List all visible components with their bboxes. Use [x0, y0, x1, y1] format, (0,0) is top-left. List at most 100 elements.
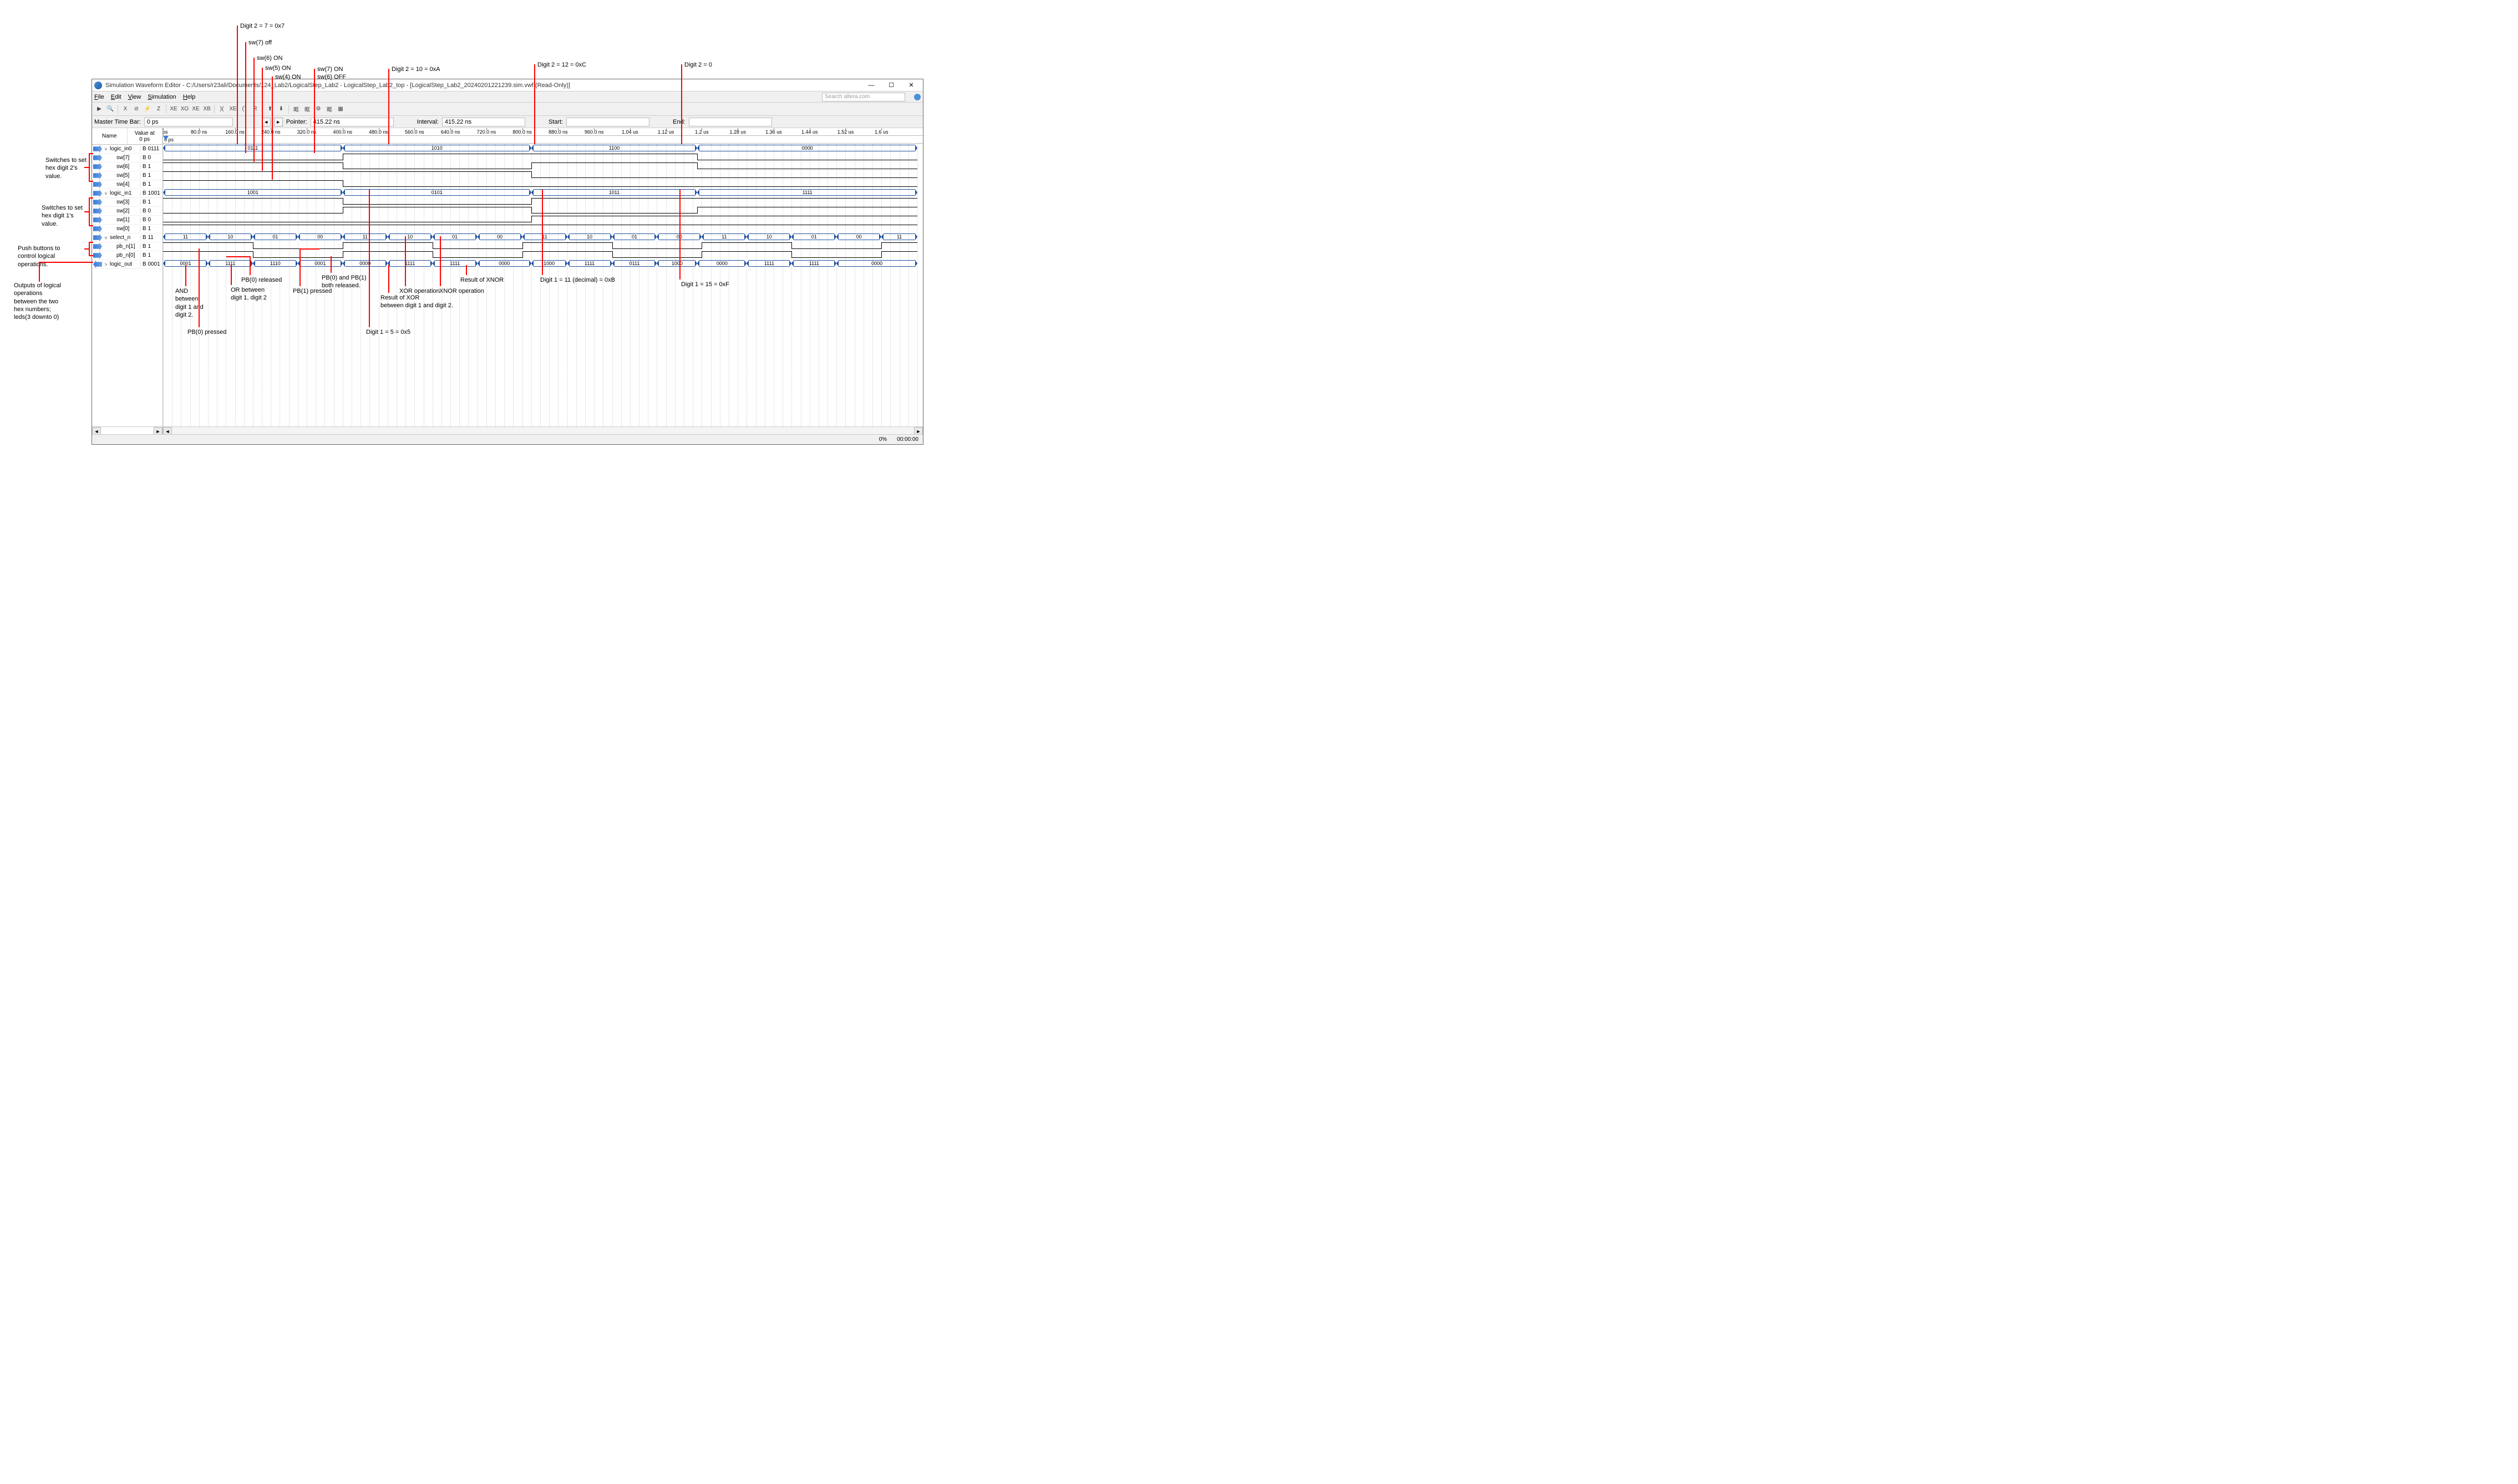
- toolbar-button[interactable]: ▦: [336, 104, 346, 114]
- signal-row[interactable]: sw[6] B 1: [92, 162, 163, 171]
- toolbar-button[interactable]: XB: [202, 104, 212, 114]
- annotation-label: sw(4) ON: [275, 73, 301, 81]
- signal-dir-icon: [93, 261, 102, 268]
- bus-value: 00: [836, 233, 881, 240]
- menu-simulation[interactable]: Simulation: [148, 94, 176, 100]
- toolbar-button[interactable]: 眶: [302, 104, 312, 114]
- signal-row[interactable]: sw[2] B 0: [92, 207, 163, 216]
- signal-name: pb_n[0]: [109, 252, 140, 258]
- search-input[interactable]: Search altera.com: [822, 93, 905, 101]
- signal-dir-icon: [93, 234, 102, 242]
- signal-name: select_n: [109, 235, 140, 241]
- annotation-label: sw(7) ON: [317, 65, 343, 73]
- bus-value: 1100: [531, 145, 698, 151]
- end-input[interactable]: [689, 118, 772, 126]
- signal-row[interactable]: sw[7] B 0: [92, 154, 163, 162]
- status-percent: 0%: [879, 436, 887, 443]
- bus-value: 1001: [163, 189, 343, 196]
- toolbar-button[interactable]: XE: [191, 104, 201, 114]
- signal-row[interactable]: sw[1] B 0: [92, 216, 163, 225]
- pointer-input[interactable]: [311, 118, 394, 126]
- bus-value: 1111: [388, 260, 433, 267]
- bus-value: 1011: [531, 189, 698, 196]
- toolbar-button[interactable]: ⬇: [276, 104, 286, 114]
- toolbar-button[interactable]: 眶: [291, 104, 301, 114]
- signal-name: sw[5]: [109, 172, 140, 179]
- toolbar-button[interactable]: ▶: [94, 104, 104, 114]
- bus-value: 01: [433, 233, 478, 240]
- menu-view[interactable]: View: [128, 94, 141, 100]
- signal-row[interactable]: sw[5] B 1: [92, 171, 163, 180]
- toolbar-button[interactable]: R: [250, 104, 260, 114]
- bus-value: 0000: [836, 260, 917, 267]
- signal-row[interactable]: sw[0] B 1: [92, 225, 163, 233]
- annotation-label: XNOR operation: [439, 287, 484, 295]
- signal-value: B 1001: [140, 190, 163, 196]
- status-time: 00:00:00: [897, 436, 918, 443]
- toolbar-button[interactable]: ⊘: [131, 104, 141, 114]
- bus-value: 01: [253, 233, 298, 240]
- nav-next-button[interactable]: ►: [274, 118, 283, 126]
- toolbar-button[interactable]: X: [120, 104, 130, 114]
- time-tick-label: 560.0 ns: [405, 129, 424, 135]
- bus-value: 00: [478, 233, 522, 240]
- menu-edit[interactable]: Edit: [111, 94, 121, 100]
- toolbar-button[interactable]: XE: [169, 104, 179, 114]
- annotation-label: PB(0) pressed: [187, 328, 226, 336]
- search-go-icon[interactable]: [914, 94, 921, 100]
- status-bar: 0% 00:00:00: [92, 434, 923, 444]
- time-tick-label: 1.04 us: [622, 129, 638, 135]
- menu-help[interactable]: Help: [183, 94, 196, 100]
- titlebar: Simulation Waveform Editor - C:/Users/r2…: [92, 79, 923, 92]
- signal-row[interactable]: ˅ logic_in1 B 1001: [92, 189, 163, 198]
- signal-dir-icon: [93, 216, 102, 224]
- signal-dir-icon: [93, 181, 102, 189]
- toolbar-button[interactable]: (‾: [239, 104, 249, 114]
- annotation-label: Digit 1 = 5 = 0x5: [366, 328, 410, 336]
- signal-name: sw[6]: [109, 164, 140, 170]
- time-tick-label: 640.0 ns: [441, 129, 460, 135]
- toolbar-button[interactable]: 眶: [324, 104, 334, 114]
- toolbar-button[interactable]: ⚡: [143, 104, 153, 114]
- time-tick-label: 400.0 ns: [333, 129, 353, 135]
- minimize-button[interactable]: —: [862, 80, 881, 90]
- signal-row[interactable]: ˅ logic_in0 B 0111: [92, 145, 163, 154]
- master-time-input[interactable]: [144, 118, 233, 126]
- signal-row[interactable]: pb_n[1] B 1: [92, 242, 163, 251]
- master-time-label: Master Time Bar:: [94, 119, 141, 125]
- toolbar-button[interactable]: Z: [154, 104, 164, 114]
- signal-name: logic_in0: [109, 146, 140, 152]
- bus-value: 1111: [433, 260, 478, 267]
- signal-row[interactable]: ˃ logic_out B 0001: [92, 260, 163, 269]
- close-button[interactable]: ✕: [902, 80, 921, 90]
- annotation-label: Digit 2 = 10 = 0xA: [392, 65, 440, 73]
- annotation-label: Digit 1 = 15 = 0xF: [681, 281, 729, 288]
- toolbar-button[interactable]: 🔍: [105, 104, 115, 114]
- annotation-label: sw(7) off: [248, 39, 272, 47]
- signal-row[interactable]: sw[3] B 1: [92, 198, 163, 207]
- info-bar: Master Time Bar: ◄ ► Pointer: Interval: …: [92, 116, 923, 128]
- annotation-label: Switches to set hex digit 1's value.: [42, 204, 83, 228]
- signal-name: sw[3]: [109, 199, 140, 205]
- annotation-label: Digit 2 = 7 = 0x7: [240, 22, 285, 30]
- bus-value: 1111: [567, 260, 612, 267]
- annotation-label: sw(6) OFF: [317, 73, 346, 81]
- signal-value: B 0: [140, 155, 163, 161]
- bus-value: 0101: [343, 189, 531, 196]
- bus-value: 0001: [298, 260, 343, 267]
- toolbar-button[interactable]: XO: [180, 104, 190, 114]
- nav-prev-button[interactable]: ◄: [262, 118, 271, 126]
- toolbar-button[interactable]: ⚙: [313, 104, 323, 114]
- signal-row[interactable]: pb_n[0] B 1: [92, 251, 163, 260]
- menu-file[interactable]: File: [94, 94, 104, 100]
- start-input[interactable]: [566, 118, 649, 126]
- signal-row[interactable]: sw[4] B 1: [92, 180, 163, 189]
- signal-dir-icon: [93, 154, 102, 162]
- bus-value: 10: [567, 233, 612, 240]
- maximize-button[interactable]: ☐: [882, 80, 901, 90]
- toolbar-button[interactable]: ⬆: [265, 104, 275, 114]
- signal-row[interactable]: ˅ select_n B 11: [92, 233, 163, 242]
- signal-panel: Name Value at 0 ps ˅ logic_in0 B 0111 sw…: [92, 128, 163, 435]
- toolbar-button[interactable]: )(: [217, 104, 227, 114]
- interval-input[interactable]: [442, 118, 525, 126]
